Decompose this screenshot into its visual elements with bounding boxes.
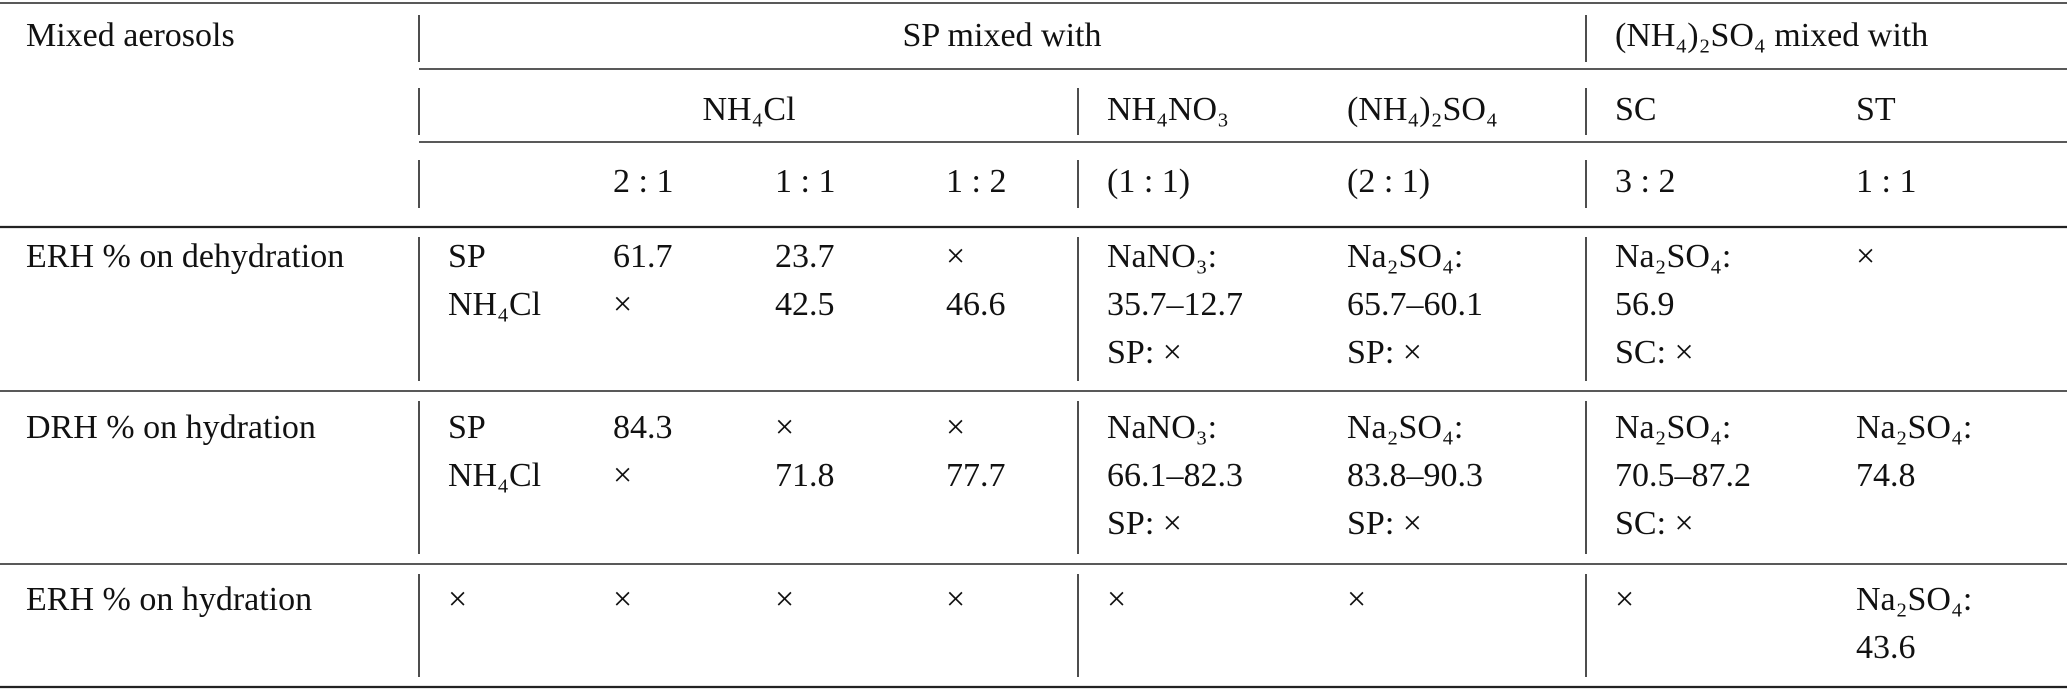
data-cell: Na₂SO₄:: [1347, 409, 1464, 446]
data-cell: NH₄Cl: [448, 457, 542, 494]
data-cell: SP: ×: [1347, 334, 1422, 371]
data-cell: 56.9: [1615, 286, 1675, 323]
data-cell: Na₂SO₄:: [1347, 238, 1464, 275]
header-cell: (NH₄)₂SO₄ mixed with: [1615, 17, 1929, 54]
data-cell: SC: ×: [1615, 505, 1694, 542]
data-cell: Na₂SO₄:: [1615, 238, 1732, 275]
data-cell: 23.7: [775, 238, 835, 275]
header-cell: (1 : 1): [1107, 163, 1191, 200]
data-cell: ×: [946, 409, 966, 446]
data-cell: Na₂SO₄:: [1856, 409, 1973, 446]
data-cell: SC: ×: [1615, 334, 1694, 371]
data-cell: 35.7–12.7: [1107, 286, 1243, 323]
header-cell: SC: [1615, 91, 1657, 128]
data-cell: 71.8: [775, 457, 835, 494]
data-cell: ×: [613, 286, 633, 323]
data-cell: 74.8: [1856, 457, 1916, 494]
data-cell: ×: [946, 581, 966, 618]
data-cell: ×: [448, 581, 468, 618]
data-cell: SP: ×: [1107, 334, 1182, 371]
data-cell: 61.7: [613, 238, 673, 275]
data-cell: ×: [1856, 238, 1876, 275]
data-cell: SP: ×: [1347, 505, 1422, 542]
header-cell: 2 : 1: [613, 163, 674, 200]
row-label: DRH % on hydration: [26, 409, 316, 446]
data-cell: ×: [613, 581, 633, 618]
header-cell: (NH₄)₂SO₄: [1347, 91, 1498, 128]
data-cell: 70.5–87.2: [1615, 457, 1751, 494]
header-cell: Mixed aerosols: [26, 17, 235, 54]
header-cell: NH₄NO₃: [1107, 91, 1229, 128]
data-cell: ×: [775, 409, 795, 446]
header-cell: SP mixed with: [902, 17, 1102, 54]
data-cell: SP: [448, 409, 486, 446]
data-cell: 42.5: [775, 286, 835, 323]
data-cell: ×: [775, 581, 795, 618]
header-cell: 1 : 1: [1856, 163, 1917, 200]
data-cell: ×: [613, 457, 633, 494]
data-cell: ×: [1615, 581, 1635, 618]
data-cell: Na₂SO₄:: [1856, 581, 1973, 618]
data-cell: 84.3: [613, 409, 673, 446]
data-cell: ×: [946, 238, 966, 275]
data-cell: 65.7–60.1: [1347, 286, 1483, 323]
data-cell: NH₄Cl: [448, 286, 542, 323]
data-cell: 66.1–82.3: [1107, 457, 1243, 494]
data-cell: NaNO₃:: [1107, 409, 1218, 446]
header-cell: ST: [1856, 91, 1896, 128]
row-label: ERH % on hydration: [26, 581, 313, 618]
data-cell: ×: [1107, 581, 1127, 618]
data-cell: SP: ×: [1107, 505, 1182, 542]
header-cell: 1 : 1: [775, 163, 836, 200]
data-cell: 46.6: [946, 286, 1006, 323]
data-cell: Na₂SO₄:: [1615, 409, 1732, 446]
data-cell: NaNO₃:: [1107, 238, 1218, 275]
row-label: ERH % on dehydration: [26, 238, 345, 275]
header-cell: 3 : 2: [1615, 163, 1676, 200]
data-cell: SP: [448, 238, 486, 275]
header-cell: NH₄Cl: [702, 91, 796, 128]
data-cell: 43.6: [1856, 629, 1916, 666]
header-cell: 1 : 2: [946, 163, 1007, 200]
data-cell: 77.7: [946, 457, 1006, 494]
data-cell: ×: [1347, 581, 1367, 618]
data-cell: 83.8–90.3: [1347, 457, 1483, 494]
header-cell: (2 : 1): [1347, 163, 1431, 200]
